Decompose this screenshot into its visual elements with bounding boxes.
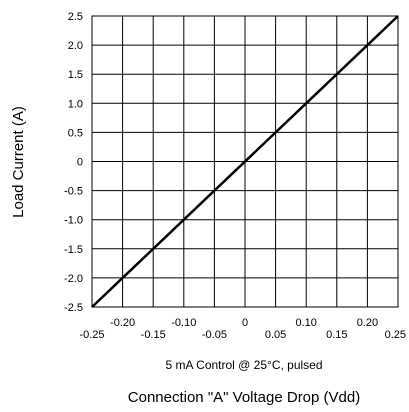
y-tick-label: -0.5	[64, 186, 83, 198]
y-tick-label: 0	[77, 157, 83, 169]
y-tick-label: -1.0	[64, 215, 83, 227]
y-tick-label: 2.5	[68, 11, 83, 23]
y-tick-label: 0.5	[68, 127, 83, 139]
x-tick-label-upper: 0.20	[357, 317, 378, 329]
plot-frame	[91, 15, 399, 308]
x-tick-label-lower: 0.25	[385, 329, 406, 341]
x-tick-label-upper: -0.10	[171, 317, 196, 329]
y-tick-label: 2.0	[68, 40, 83, 52]
series-layer	[91, 15, 399, 308]
y-tick-label: 1.0	[68, 98, 83, 110]
chart-annotation: 5 mA Control @ 25°C, pulsed	[165, 358, 322, 372]
series-line	[91, 15, 399, 308]
y-tick-label: -1.5	[64, 244, 83, 256]
x-tick-label-upper: -0.20	[110, 317, 135, 329]
x-tick-label-lower: 0.05	[265, 329, 286, 341]
y-tick-labels: 2.5 2.0 1.5 1.0 0.5 0 -0.5 -1.0 -1.5 -2.0 -2.5	[64, 11, 83, 314]
y-axis-label: Load Current (A)	[10, 106, 27, 218]
x-tick-label-lower: -0.15	[141, 329, 166, 341]
y-tick-label: 1.5	[68, 69, 83, 81]
x-tick-label-lower: -0.05	[202, 329, 227, 341]
x-tick-label-lower: -0.25	[79, 329, 104, 341]
x-axis-label: Connection "A" Voltage Drop (Vdd)	[128, 389, 360, 406]
x-tick-labels: -0.20 -0.10 0 0.10 0.20 -0.25 -0.15 -0.05 0.05 0.…	[79, 317, 406, 341]
x-tick-label-upper: 0	[242, 317, 248, 329]
y-tick-label: -2.5	[64, 302, 83, 314]
x-tick-label-upper: 0.10	[295, 317, 316, 329]
x-tick-label-lower: 0.15	[326, 329, 347, 341]
y-tick-label: -2.0	[64, 273, 83, 285]
